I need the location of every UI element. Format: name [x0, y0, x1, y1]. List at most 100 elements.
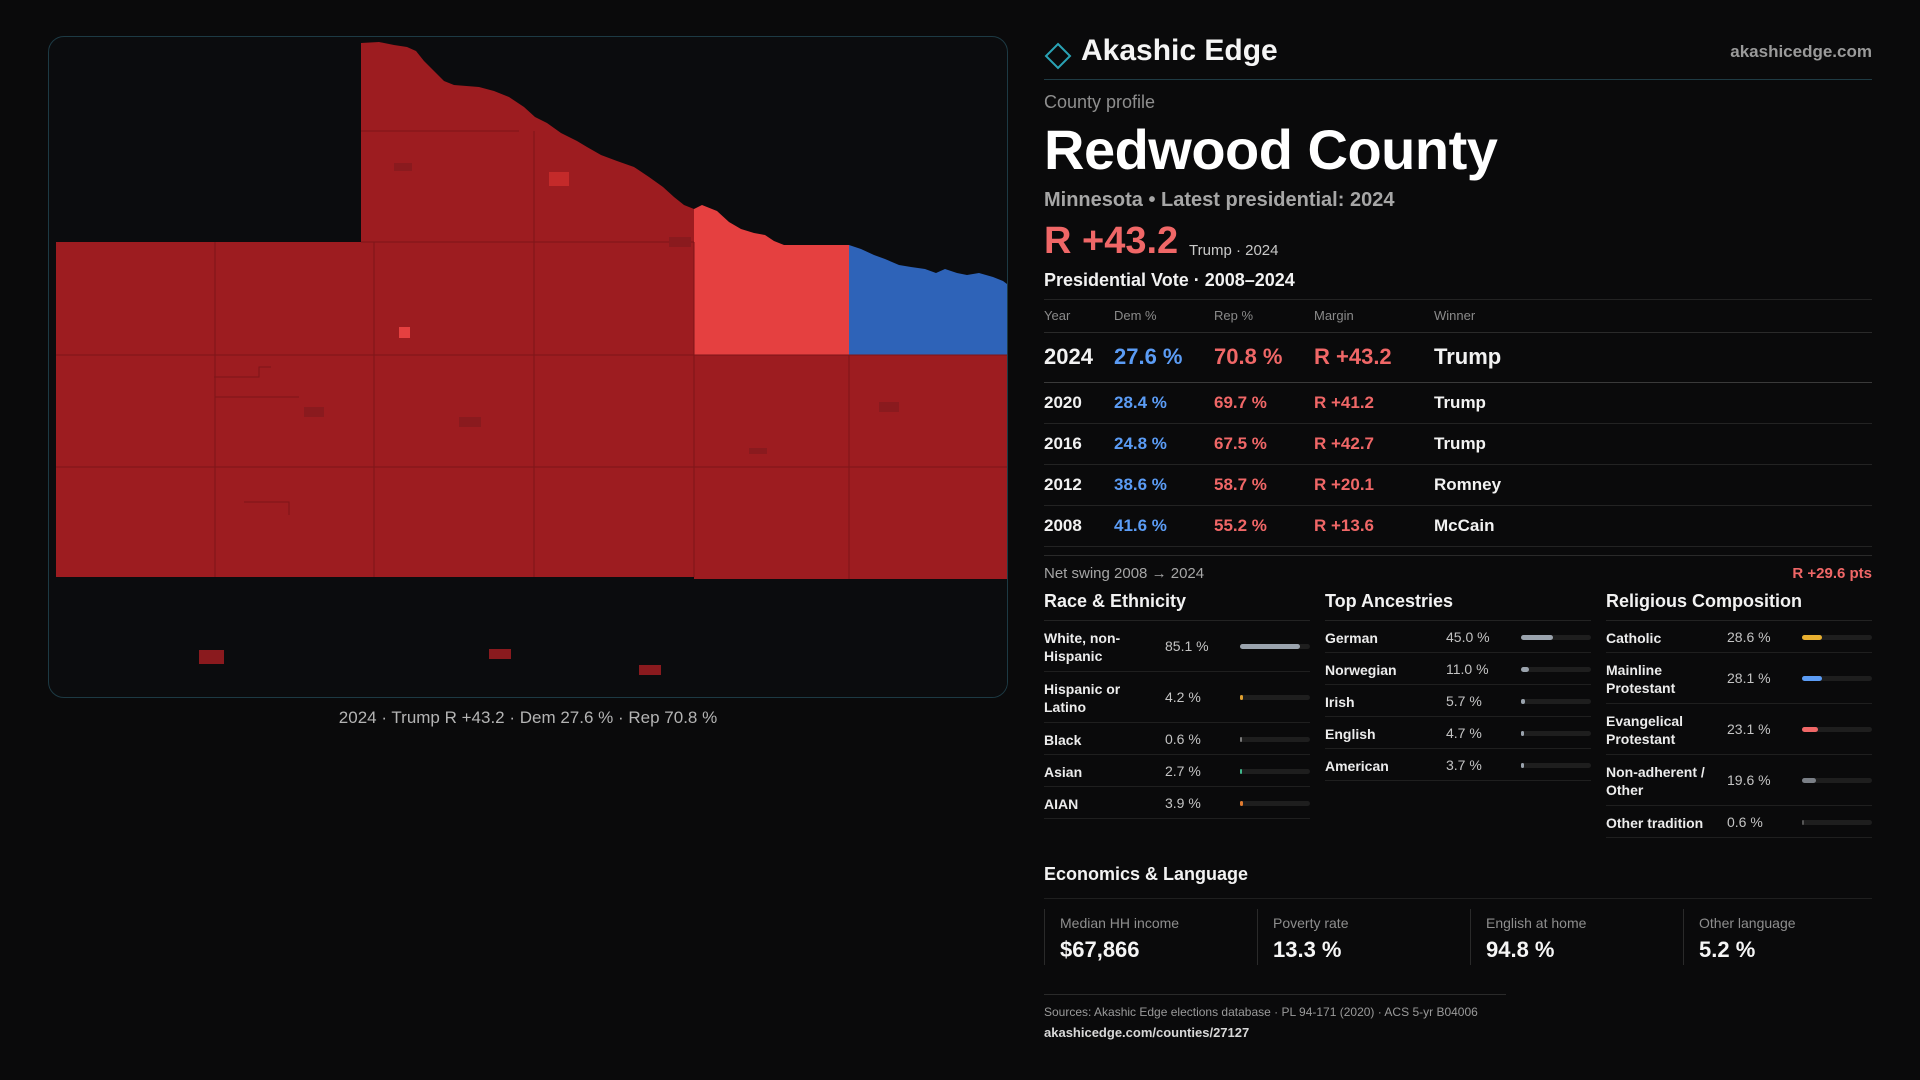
item-percent: 28.1 % [1727, 669, 1771, 686]
list-item: Hispanic or Latino 4.2 % [1044, 672, 1310, 723]
vote-table: Year Dem % Rep % Margin Winner 2024 27.6 … [1044, 300, 1872, 547]
cell-rep: 58.7 % [1214, 464, 1314, 506]
econ-title: Economics & Language [1044, 864, 1249, 884]
sources-link[interactable]: akashicedge.com/counties/27127 [1044, 1025, 1250, 1040]
ancestry-title: Top Ancestries [1325, 591, 1591, 621]
item-percent: 2.7 % [1165, 762, 1201, 779]
share-bar-fill [1240, 643, 1300, 649]
list-item: Other tradition 0.6 % [1606, 806, 1872, 838]
cell-year: 2016 [1044, 423, 1114, 465]
share-bar [1240, 736, 1310, 742]
ancestry-section: Top Ancestries German 45.0 % Norwegian 11.0… [1325, 591, 1591, 781]
econ-value: $67,866 [1060, 937, 1140, 962]
col-winner: Winner [1434, 300, 1872, 333]
item-label: Catholic [1606, 629, 1662, 646]
item-label: Evangelical Protestant [1606, 712, 1684, 747]
econ-label: Poverty rate [1273, 915, 1349, 931]
item-percent: 3.7 % [1446, 756, 1482, 773]
cell-winner: Trump [1434, 382, 1872, 424]
site-link[interactable]: akashicedge.com [1730, 42, 1872, 61]
item-percent: 3.9 % [1165, 794, 1201, 811]
vote-table-header: Year Dem % Rep % Margin Winner [1044, 300, 1872, 333]
township-lean-rep [694, 205, 849, 355]
cell-dem: 27.6 % [1114, 332, 1214, 383]
item-percent: 85.1 % [1165, 637, 1209, 654]
econ-other-language: Other language 5.2 % [1683, 909, 1872, 965]
econ-income: Median HH income $67,866 [1044, 909, 1257, 965]
share-bar [1240, 768, 1310, 774]
township-boundaries [56, 130, 1007, 579]
share-bar-fill [1240, 800, 1243, 806]
cell-margin: R +13.6 [1314, 505, 1434, 547]
econ-section: Median HH income $67,866 Poverty rate 13… [1044, 898, 1872, 974]
share-bar [1521, 762, 1591, 768]
table-row: 2016 24.8 % 67.5 % R +42.7 Trump [1044, 423, 1872, 465]
margin-value: R +43.2 [1044, 220, 1179, 262]
share-bar [1521, 666, 1591, 672]
list-item: Non-adherent / Other 19.6 % [1606, 755, 1872, 806]
col-rep: Rep % [1214, 300, 1314, 333]
list-item: Norwegian 11.0 % [1325, 653, 1591, 685]
list-item: Black 0.6 % [1044, 723, 1310, 755]
list-item: Catholic 28.6 % [1606, 621, 1872, 653]
cell-year: 2020 [1044, 382, 1114, 424]
sources: Sources: Akashic Edge elections database… [1044, 994, 1506, 1040]
item-label: Asian [1044, 763, 1083, 780]
econ-english: English at home 94.8 % [1470, 909, 1683, 965]
econ-value: 94.8 % [1486, 937, 1555, 962]
cell-margin: R +43.2 [1314, 332, 1434, 383]
item-percent: 5.7 % [1446, 692, 1482, 709]
cell-rep: 69.7 % [1214, 382, 1314, 424]
county-map[interactable] [48, 36, 1008, 698]
share-bar [1802, 634, 1872, 640]
item-label: Other tradition [1606, 814, 1704, 831]
map-void [694, 579, 1007, 697]
cell-rep: 55.2 % [1214, 505, 1314, 547]
item-percent: 4.2 % [1165, 688, 1201, 705]
cell-dem: 28.4 % [1114, 382, 1214, 424]
share-bar [1802, 675, 1872, 681]
race-section: Race & Ethnicity White, non-Hispanic 85.1… [1044, 591, 1310, 819]
cell-dem: 41.6 % [1114, 505, 1214, 547]
cell-margin: R +20.1 [1314, 464, 1434, 506]
list-item: Irish 5.7 % [1325, 685, 1591, 717]
econ-value: 5.2 % [1699, 937, 1756, 962]
item-label: AIAN [1044, 795, 1079, 812]
share-bar-fill [1521, 634, 1553, 640]
item-label: Hispanic or Latino [1044, 680, 1121, 715]
map-caption: 2024 · Trump R +43.2 · Dem 27.6 % · Rep … [338, 708, 718, 727]
header: Akashic Edge akashicedge.com [1044, 30, 1872, 80]
col-margin: Margin [1314, 300, 1434, 333]
net-swing: Net swing 2008 → 2024 R +29.6 pts [1044, 554, 1872, 589]
econ-value: 13.3 % [1273, 937, 1342, 962]
share-bar [1240, 800, 1310, 806]
cell-dem: 24.8 % [1114, 423, 1214, 465]
cell-year: 2012 [1044, 464, 1114, 506]
cell-winner: Trump [1434, 332, 1872, 383]
headline-margin: R +43.2 Trump · 2024 [1044, 220, 1872, 266]
share-bar-fill [1240, 694, 1243, 700]
item-label: German [1325, 629, 1378, 646]
share-bar-fill [1802, 819, 1804, 825]
list-item: AIAN 3.9 % [1044, 787, 1310, 819]
share-bar-fill [1521, 698, 1525, 704]
cell-rep: 70.8 % [1214, 332, 1314, 383]
county-body [56, 42, 695, 577]
share-bar [1240, 694, 1310, 700]
share-bar [1802, 726, 1872, 732]
item-percent: 23.1 % [1727, 720, 1771, 737]
map-canvas [56, 42, 1007, 697]
sources-text: Sources: Akashic Edge elections database… [1044, 1005, 1478, 1019]
item-percent: 4.7 % [1446, 724, 1482, 741]
item-label: Mainline Protestant [1606, 661, 1676, 696]
item-percent: 0.6 % [1727, 813, 1763, 830]
share-bar [1240, 643, 1310, 649]
cell-winner: Romney [1434, 464, 1872, 506]
map-parcels [199, 163, 899, 675]
demographics: Race & Ethnicity White, non-Hispanic 85.1… [1044, 591, 1872, 851]
col-year: Year [1044, 300, 1114, 333]
share-bar-fill [1521, 730, 1525, 736]
share-bar-fill [1802, 726, 1819, 732]
share-bar [1802, 819, 1872, 825]
share-bar [1521, 698, 1591, 704]
